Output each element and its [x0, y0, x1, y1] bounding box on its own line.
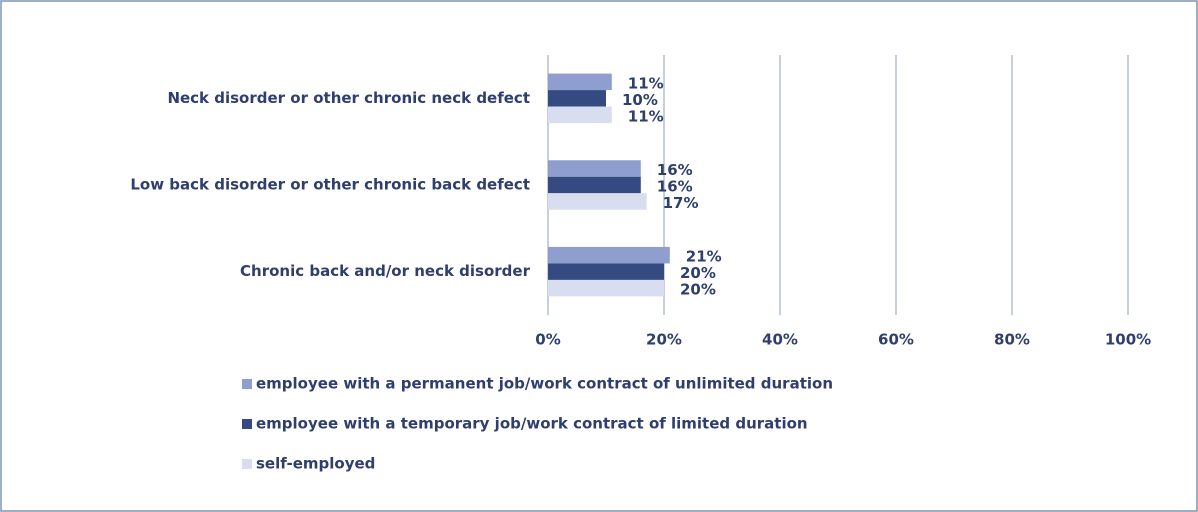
data-label: 21%: [686, 248, 722, 266]
legend-swatch: [242, 419, 252, 429]
x-tick-label: 80%: [994, 331, 1030, 349]
category-label: Neck disorder or other chronic neck defe…: [167, 89, 530, 107]
bar: [548, 160, 641, 177]
bar: [548, 73, 612, 91]
data-label: 11%: [628, 74, 664, 92]
data-label: 11%: [628, 107, 664, 125]
legend-label: self-employed: [256, 455, 375, 473]
data-label: 16%: [657, 161, 693, 179]
category-label: Low back disorder or other chronic back …: [130, 176, 530, 194]
data-label: 20%: [680, 281, 716, 299]
data-label: 16%: [657, 178, 693, 196]
bar: [548, 263, 664, 280]
legend-swatch: [242, 459, 252, 469]
legend-label: employee with a temporary job/work contr…: [256, 415, 808, 433]
x-tick-label: 100%: [1105, 331, 1151, 349]
x-tick-label: 0%: [535, 331, 560, 349]
bar: [548, 176, 641, 194]
data-label: 20%: [680, 264, 716, 282]
bar: [548, 246, 670, 264]
bar: [548, 90, 606, 107]
data-label: 17%: [663, 194, 699, 212]
x-tick-label: 60%: [878, 331, 914, 349]
x-tick-label: 40%: [762, 331, 798, 349]
bar: [548, 106, 612, 124]
data-label: 10%: [622, 91, 658, 109]
legend-swatch: [242, 379, 252, 389]
bar: [548, 193, 647, 210]
x-tick-label: 20%: [646, 331, 682, 349]
legend-label: employee with a permanent job/work contr…: [256, 375, 833, 393]
bar: [548, 279, 664, 297]
category-label: Chronic back and/or neck disorder: [240, 262, 531, 280]
